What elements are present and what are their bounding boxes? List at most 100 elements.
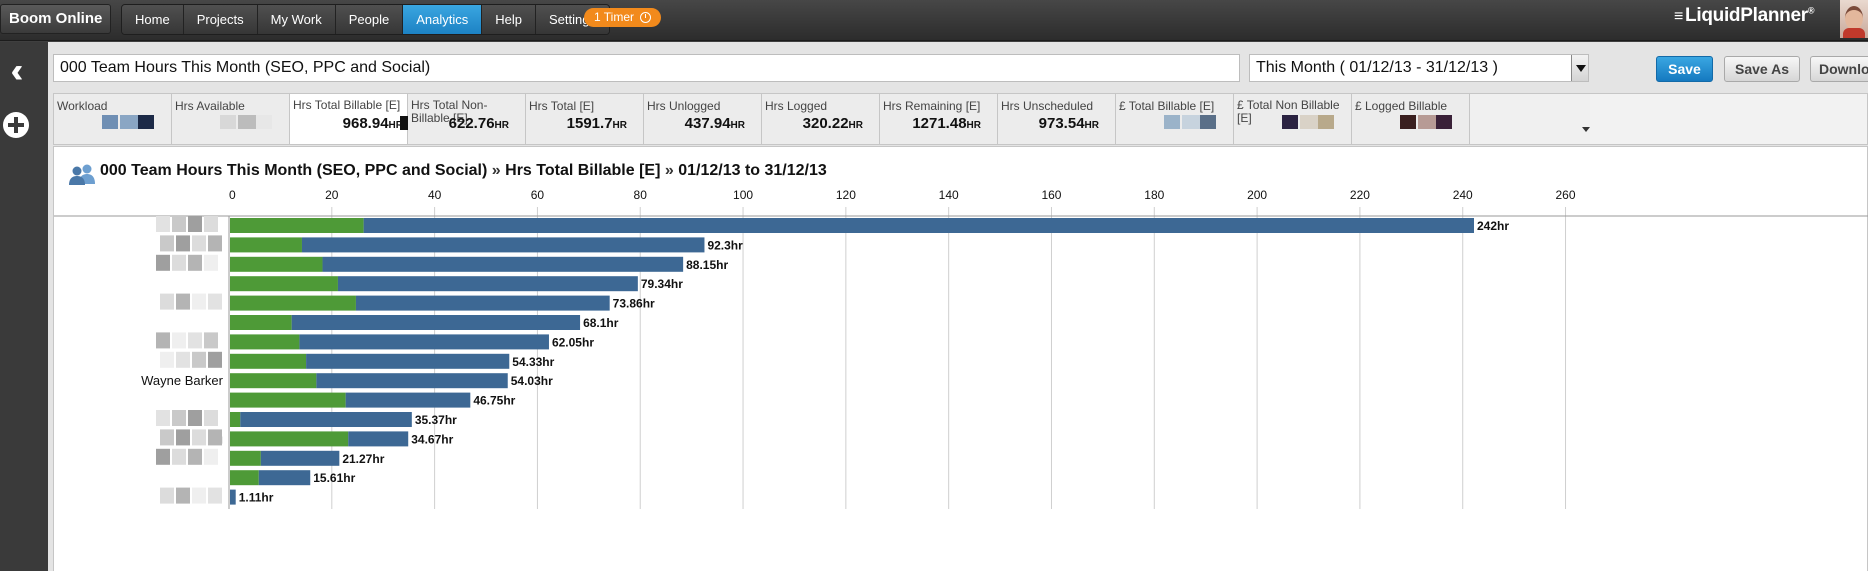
metric-unit: HR (966, 120, 981, 131)
bar-value-label: 92.3hr (707, 238, 743, 252)
bar-billable-blue (301, 237, 705, 253)
blurred-avatar (188, 410, 202, 426)
metric-number: 622.76 (448, 115, 495, 132)
nav-projects[interactable]: Projects (183, 5, 258, 34)
nav-my-work[interactable]: My Work (257, 5, 336, 34)
x-tick-label: 140 (939, 188, 959, 202)
blurred-avatar (156, 332, 170, 349)
metric-tile[interactable]: Hrs Total [E] 1591.7HR (526, 94, 644, 144)
bar-billable-green (230, 334, 300, 350)
metric-label: Hrs Available (175, 99, 245, 113)
metric-value: 1271.48HR (912, 115, 981, 132)
dropdown-arrow-icon[interactable] (1571, 55, 1588, 81)
bar-billable-blue (355, 295, 610, 311)
blurred-avatar (192, 235, 206, 252)
blurred-avatar (188, 448, 202, 465)
metric-color-swatch (400, 116, 408, 130)
metric-color-swatch (102, 115, 118, 129)
metric-unit: HR (494, 120, 509, 131)
bar-billable-green (230, 353, 307, 369)
bar-billable-green (230, 392, 346, 408)
blurred-avatar (204, 448, 218, 465)
blurred-avatar (204, 254, 218, 271)
blurred-avatar (160, 429, 174, 446)
download-button[interactable]: Download (1810, 56, 1868, 82)
save-as-button[interactable]: Save As (1724, 56, 1800, 82)
breadcrumb-separator: » (664, 162, 674, 179)
metric-unit: HR (1084, 120, 1099, 131)
clock-icon (640, 12, 652, 23)
bar-value-label: 21.27hr (342, 452, 384, 466)
metric-label: Hrs Total [E] (529, 99, 595, 113)
x-tick-label: 80 (634, 188, 648, 202)
metric-tile[interactable]: Hrs Unscheduled 973.54HR (998, 94, 1116, 144)
bar-billable-green (230, 218, 364, 233)
metric-scroll-arrow-icon[interactable] (1470, 94, 1590, 144)
nav-help[interactable]: Help (482, 5, 536, 34)
bar-value-label: 79.34hr (641, 277, 683, 291)
metric-tile[interactable]: £ Total Billable [E] (1116, 94, 1234, 144)
metric-tile[interactable]: Hrs Remaining [E] 1271.48HR (880, 94, 998, 144)
blurred-avatar (192, 351, 206, 368)
workspace-brand[interactable]: Boom Online (0, 4, 111, 34)
x-tick-label: 60 (531, 188, 545, 202)
hours-bar-chart: 0 20 40 60 80 100 120 140 160 180 200 220 240 260 242h… (54, 188, 1868, 509)
bar-value-label: 54.33hr (512, 355, 554, 369)
bar-value-label: 68.1hr (583, 316, 619, 330)
bar-billable-green (230, 295, 356, 311)
metric-value: 1591.7HR (567, 115, 627, 132)
metric-tile[interactable]: £ Total Non Billable [E] (1234, 94, 1352, 144)
timer-badge[interactable]: 1 Timer (584, 8, 662, 27)
blurred-avatar (156, 216, 170, 232)
blurred-avatar (204, 410, 218, 426)
blurred-avatar (172, 332, 186, 349)
metric-tile[interactable]: Hrs Unlogged 437.94HR (644, 94, 762, 144)
x-tick-label: 200 (1247, 188, 1267, 202)
blurred-avatar (156, 410, 170, 426)
blurred-avatar (192, 293, 206, 310)
user-avatar[interactable] (1840, 0, 1868, 38)
add-circle-icon[interactable] (3, 112, 29, 138)
x-tick-label: 240 (1453, 188, 1473, 202)
collapse-double-chevron-icon[interactable]: ‹‹ (10, 52, 24, 90)
blurred-avatar (188, 216, 202, 232)
metric-tile[interactable]: Workload (54, 94, 172, 144)
blurred-avatar (160, 351, 174, 368)
metric-tile[interactable]: Hrs Available (172, 94, 290, 144)
bar-billable-blue (348, 431, 409, 447)
bar-billable-blue (306, 353, 510, 369)
metric-number: 320.22 (802, 115, 849, 132)
bar-billable-blue (363, 218, 1475, 233)
metric-tile[interactable]: Hrs Total Non-Billable [E] 622.76HR (408, 94, 526, 144)
blurred-avatar (208, 429, 222, 446)
metric-number: 968.94 (342, 115, 389, 132)
blurred-avatar (188, 254, 202, 271)
timer-label: 1 Timer (594, 10, 635, 24)
metric-unit: HR (730, 120, 745, 131)
nav-analytics[interactable]: Analytics (403, 5, 483, 34)
blurred-avatar (204, 332, 218, 349)
x-tick-label: 40 (428, 188, 442, 202)
save-button[interactable]: Save (1656, 56, 1713, 82)
date-range-select[interactable]: This Month ( 01/12/13 - 31/12/13 ) (1249, 54, 1589, 82)
metric-value: 437.94HR (685, 115, 745, 132)
blurred-avatar (208, 293, 222, 310)
metric-tile[interactable]: £ Logged Billable (1352, 94, 1470, 144)
bar-billable-green (230, 237, 302, 253)
metric-tile[interactable]: Hrs Logged 320.22HR (762, 94, 880, 144)
nav-people[interactable]: People (335, 5, 404, 34)
report-name-input[interactable]: 000 Team Hours This Month (SEO, PPC and … (53, 54, 1240, 82)
metric-tiles: Workload Hrs Available Hrs Total Billable … (53, 93, 1868, 145)
nav-home[interactable]: Home (122, 5, 184, 34)
blurred-avatar (172, 410, 186, 426)
bar-value-label: 88.15hr (686, 258, 728, 272)
x-tick-label: 160 (1041, 188, 1061, 202)
date-range-value: This Month ( 01/12/13 - 31/12/13 ) (1256, 59, 1498, 76)
bar-value-label: 1.11hr (239, 491, 274, 505)
chart-title: 000 Team Hours This Month (SEO, PPC and … (100, 162, 827, 180)
metric-tile[interactable]: Hrs Total Billable [E] 968.94HR (290, 94, 408, 144)
bar-value-label: 15.61hr (313, 471, 355, 485)
metric-color-swatch (220, 115, 236, 129)
blurred-avatar (172, 254, 186, 271)
metric-value: 320.22HR (803, 115, 863, 132)
